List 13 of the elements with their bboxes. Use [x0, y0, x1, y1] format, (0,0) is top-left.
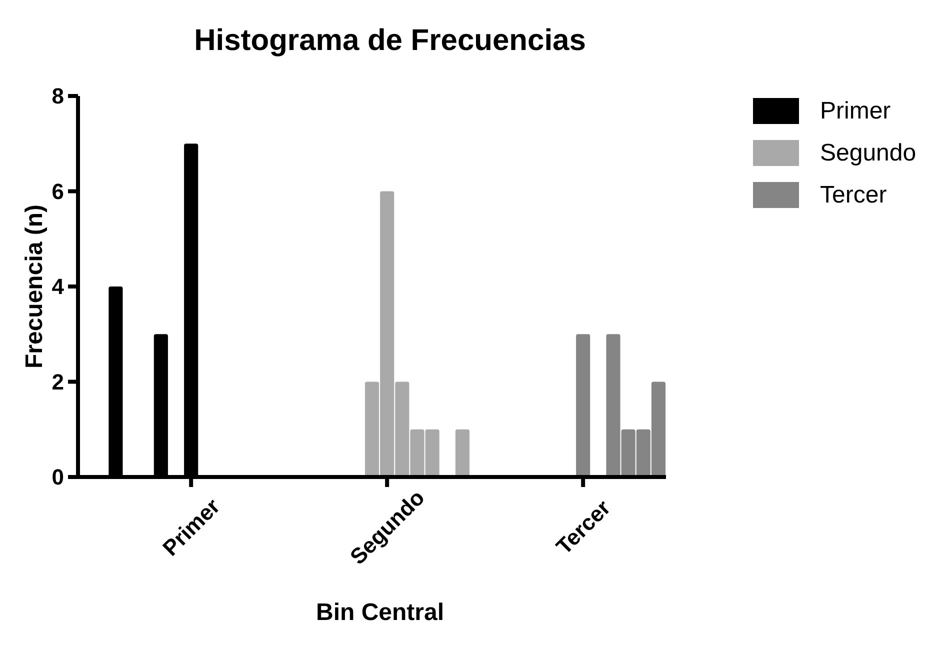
legend-label: Segundo	[820, 139, 916, 166]
x-axis-title: Bin Central	[316, 599, 444, 626]
y-tick-label: 2	[52, 369, 64, 394]
legend-label: Primer	[820, 97, 891, 124]
bar	[576, 334, 590, 477]
y-tick-label: 0	[52, 464, 64, 490]
y-tick-label: 8	[52, 84, 64, 109]
y-tick-label: 6	[52, 178, 64, 204]
bar	[455, 429, 470, 477]
legend-label: Tercer	[820, 181, 887, 208]
y-axis-title: Frecuencia (n)	[21, 204, 48, 369]
y-tick-label: 4	[52, 274, 65, 300]
chart-title: Histograma de Frecuencias	[194, 24, 586, 57]
